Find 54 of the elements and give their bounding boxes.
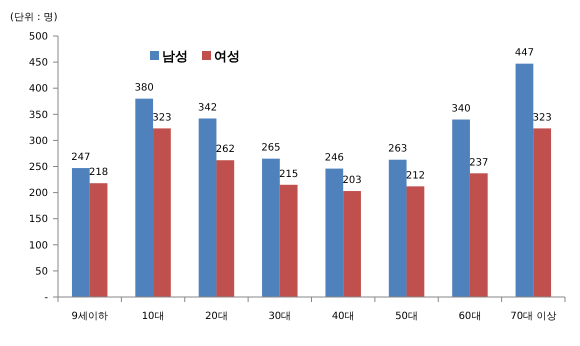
bar <box>262 158 280 297</box>
x-tick-label: 9세이하 <box>72 311 108 322</box>
legend-label: 여성 <box>214 50 240 65</box>
bar <box>90 183 108 297</box>
data-label: 247 <box>71 152 90 164</box>
y-tick-label: 350 <box>28 110 48 121</box>
data-label: 265 <box>261 142 280 154</box>
y-tick-label: 250 <box>28 162 48 173</box>
bar <box>280 184 298 297</box>
y-tick-label: 150 <box>28 214 48 226</box>
bar <box>470 173 488 297</box>
data-label: 342 <box>198 102 218 114</box>
bar <box>452 120 470 297</box>
y-axis-title: (단위 : 명) <box>10 12 58 23</box>
data-label: 246 <box>324 152 344 164</box>
y-tick-label: 500 <box>28 32 48 42</box>
bar <box>198 118 216 297</box>
data-label: 447 <box>514 48 534 59</box>
data-label: 323 <box>152 112 172 124</box>
y-tick-label: 200 <box>28 188 48 200</box>
bar <box>135 98 154 297</box>
y-tick-label: 100 <box>28 240 48 252</box>
data-label: 340 <box>452 104 471 115</box>
x-tick-label: 50대 <box>395 311 418 322</box>
y-tick-label: - <box>44 292 48 304</box>
bar <box>388 160 407 297</box>
bar <box>153 128 171 297</box>
x-tick-label: 10대 <box>142 311 164 322</box>
data-label: 203 <box>342 175 362 186</box>
bar <box>533 128 552 297</box>
bar <box>343 191 361 297</box>
x-tick-label: 40대 <box>332 311 355 322</box>
bar <box>216 160 234 297</box>
y-tick-label: 450 <box>28 58 48 69</box>
bar <box>516 64 534 297</box>
x-tick-label: 30대 <box>268 311 292 322</box>
y-tick-label: 50 <box>35 266 48 278</box>
data-label: 262 <box>216 144 235 156</box>
bar <box>406 186 424 297</box>
data-label: 263 <box>388 144 408 155</box>
data-label: 237 <box>469 157 488 168</box>
data-label: 215 <box>279 168 298 180</box>
y-tick-label: 300 <box>28 136 48 147</box>
data-label: 380 <box>134 82 154 94</box>
bar <box>72 168 90 297</box>
x-tick-label: 60대 <box>458 311 482 322</box>
data-label: 218 <box>89 167 108 178</box>
data-label: 323 <box>532 112 552 124</box>
bar <box>325 168 344 297</box>
y-tick-label: 400 <box>28 84 48 95</box>
x-tick-label: 20대 <box>205 311 228 322</box>
legend-label: 남성 <box>162 50 188 65</box>
data-label: 212 <box>406 170 425 182</box>
x-tick-label: 70대 이상 <box>510 311 556 322</box>
